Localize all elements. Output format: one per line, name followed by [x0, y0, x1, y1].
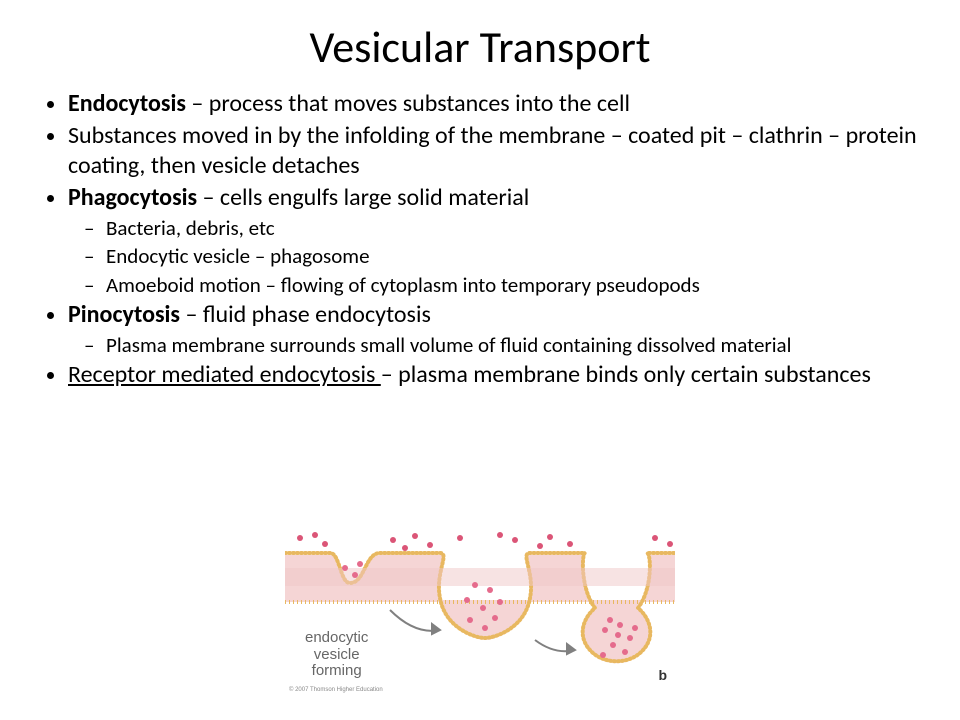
endocytosis-figure: endocytic vesicle forming b © 2007 Thoms… — [285, 530, 675, 695]
figure-label: endocytic vesicle forming — [305, 630, 368, 680]
figure-label-l1: endocytic — [305, 629, 368, 646]
figure-label-l3: forming — [312, 662, 362, 679]
copyright-text: © 2007 Thomson Higher Education — [289, 687, 383, 693]
panel-letter: b — [658, 668, 667, 683]
b3-term: Phagocytosis — [68, 183, 197, 212]
b5-term: Receptor mediated endocytosis — [68, 360, 381, 389]
b5-rest: – plasma membrane binds only certain sub… — [381, 360, 871, 389]
b1-term: Endocytosis — [68, 89, 186, 118]
bullet-3-1: Bacteria, debris, etc — [106, 215, 920, 241]
bullet-3-2: Endocytic vesicle – phagosome — [106, 243, 920, 269]
bullet-4-1: Plasma membrane surrounds small volume o… — [106, 332, 920, 358]
figure-label-l2: vesicle — [314, 646, 360, 663]
b4-term: Pinocytosis — [68, 300, 180, 329]
bullet-list: Endocytosis – process that moves substan… — [40, 89, 920, 390]
bullet-1: Endocytosis – process that moves substan… — [68, 89, 920, 119]
bullet-3: Phagocytosis – cells engulfs large solid… — [68, 183, 920, 298]
b3-rest: – cells engulfs large solid material — [197, 183, 529, 212]
bullet-4: Pinocytosis – fluid phase endocytosis Pl… — [68, 300, 920, 358]
bullet-2: Substances moved in by the infolding of … — [68, 121, 920, 181]
b1-rest: – process that moves substances into the… — [186, 89, 630, 118]
bullet-5: Receptor mediated endocytosis – plasma m… — [68, 360, 920, 390]
b4-rest: – fluid phase endocytosis — [180, 300, 431, 329]
bullet-3-3: Amoeboid motion – flowing of cytoplasm i… — [106, 272, 920, 298]
page-title: Vesicular Transport — [40, 20, 920, 74]
